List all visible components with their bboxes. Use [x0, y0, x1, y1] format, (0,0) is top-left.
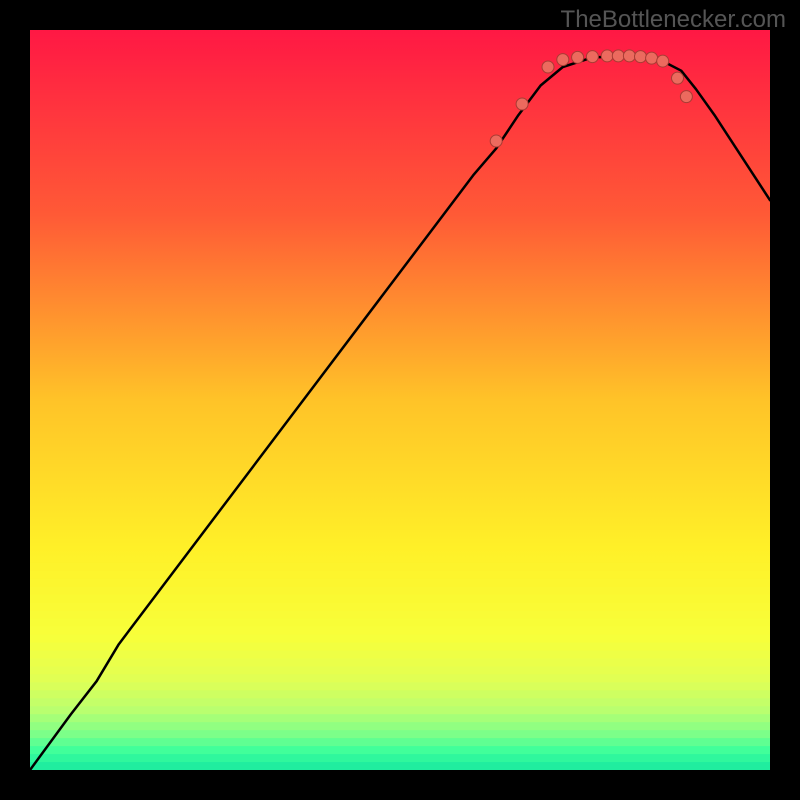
chart-svg [30, 30, 770, 770]
marker-point [657, 55, 669, 67]
gradient-bands [30, 563, 770, 770]
marker-point [646, 52, 658, 64]
marker-point [490, 135, 502, 147]
marker-point [612, 50, 624, 62]
marker-point [623, 50, 635, 62]
plot-area [30, 30, 770, 770]
marker-point [557, 54, 569, 66]
marker-point [572, 51, 584, 63]
marker-point [601, 50, 613, 62]
marker-point [635, 51, 647, 63]
watermark-text: TheBottlenecker.com [561, 6, 786, 34]
marker-point [672, 72, 684, 84]
marker-point [586, 51, 598, 63]
marker-point [516, 98, 528, 110]
marker-point [680, 91, 692, 103]
marker-point [542, 61, 554, 73]
